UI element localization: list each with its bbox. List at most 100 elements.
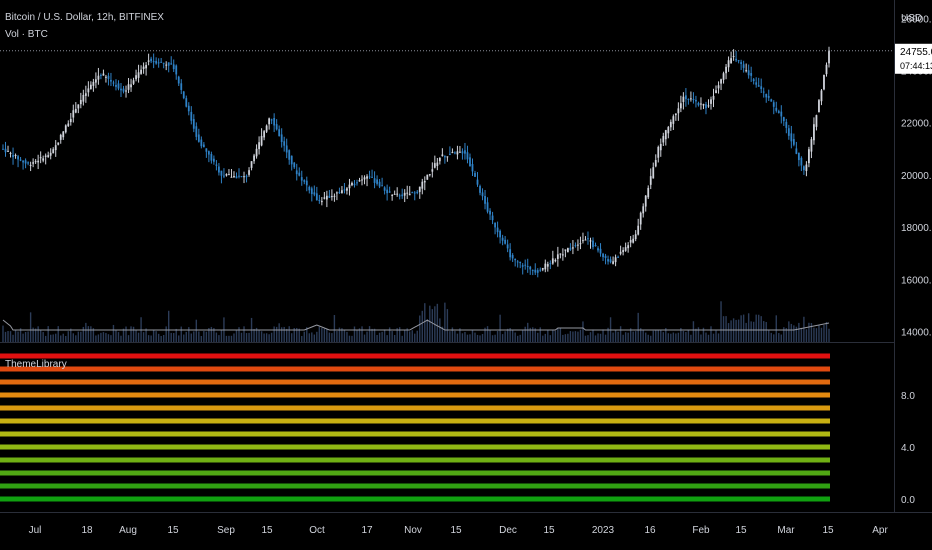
- volume-bar: [599, 333, 602, 342]
- candle-body: [712, 95, 715, 100]
- candle-body: [140, 69, 142, 74]
- volume-bar: [396, 328, 398, 342]
- candle-body: [785, 121, 788, 128]
- volume-bar: [391, 331, 393, 342]
- candle-body: [383, 187, 386, 191]
- candle-body: [697, 102, 700, 106]
- candle-body: [720, 79, 722, 84]
- candle-body: [74, 108, 77, 113]
- volume-bar: [722, 316, 725, 342]
- candle-body: [225, 174, 228, 176]
- bar-countdown: 07:44:13: [900, 61, 932, 71]
- volume-bar: [481, 333, 484, 342]
- volume-bar: [818, 325, 820, 342]
- indicator-tick-label: 4.0: [901, 443, 915, 454]
- candle-body: [765, 93, 768, 98]
- volume-bar: [301, 335, 303, 342]
- volume-bar: [780, 334, 782, 342]
- candle-body: [180, 83, 183, 90]
- candle-body: [802, 166, 805, 171]
- candle-body: [770, 99, 773, 102]
- volume-bar: [745, 322, 747, 342]
- volume-bar: [624, 332, 627, 342]
- volume-bar: [524, 326, 526, 342]
- candlestick-series[interactable]: [2, 46, 830, 278]
- volume-bar: [55, 333, 57, 342]
- volume-bar: [747, 313, 750, 342]
- candle-body: [313, 192, 316, 195]
- volume-bar: [228, 335, 230, 342]
- candle-body: [378, 181, 381, 187]
- volume-bar: [469, 334, 471, 342]
- volume-bar: [594, 335, 597, 342]
- volume-bar: [155, 331, 157, 342]
- candle-body: [534, 269, 537, 273]
- candle-body: [107, 75, 110, 79]
- volume-bar: [695, 328, 697, 342]
- candle-body: [97, 75, 100, 80]
- volume-bar: [260, 331, 263, 342]
- themelibrary-bands[interactable]: [0, 353, 830, 502]
- candle-body: [356, 182, 358, 184]
- candle-body: [396, 193, 399, 195]
- volume-bar: [725, 316, 727, 342]
- candle-body: [695, 99, 697, 102]
- volume-bar: [778, 333, 780, 342]
- volume-bar: [346, 331, 348, 342]
- volume-bar: [629, 328, 632, 342]
- candle-body: [757, 85, 760, 87]
- volume-bar: [602, 329, 604, 342]
- candle-body: [32, 162, 35, 164]
- candle-body: [200, 139, 203, 147]
- price-tick-label: 22000.0: [901, 119, 932, 130]
- candle-body: [130, 84, 132, 88]
- volume-bar: [57, 326, 59, 342]
- volume-bar: [336, 330, 338, 342]
- currency-label[interactable]: USD: [901, 13, 922, 24]
- candle-body: [288, 150, 291, 160]
- volume-bar: [763, 321, 765, 342]
- volume-bar: [14, 330, 17, 342]
- candle-body: [315, 193, 318, 201]
- volume-bar: [710, 326, 712, 342]
- candle-body: [323, 197, 326, 199]
- volume-bar: [735, 319, 737, 342]
- volume-bar: [449, 331, 451, 342]
- indicator-axis[interactable]: 0.0 4.0 8.0: [901, 391, 915, 506]
- candle-body: [160, 61, 163, 63]
- volume-bar: [331, 333, 333, 342]
- volume-bar: [183, 334, 185, 342]
- candle-body: [664, 130, 667, 140]
- candle-body: [795, 148, 798, 154]
- candle-body: [750, 73, 753, 76]
- candle-body: [622, 250, 625, 253]
- volume-bar: [205, 331, 208, 342]
- candle-body: [270, 119, 273, 121]
- volume-bar: [162, 335, 165, 342]
- candle-body: [223, 175, 225, 177]
- candle-body: [92, 81, 95, 86]
- candle-body: [792, 139, 795, 145]
- volume-bar: [486, 326, 489, 342]
- indicator-legend[interactable]: ThemeLibrary: [5, 359, 67, 370]
- volume-bar: [366, 331, 368, 342]
- candle-body: [110, 79, 112, 82]
- candle-body: [127, 84, 130, 90]
- candle-body: [310, 188, 313, 195]
- volume-bar: [173, 333, 175, 342]
- time-tick-label: 15: [822, 525, 834, 536]
- volume-bar: [557, 328, 559, 342]
- volume-bar: [665, 328, 667, 342]
- candle-body: [265, 125, 268, 132]
- volume-bar: [667, 333, 670, 342]
- volume-legend[interactable]: Vol · BTC: [5, 29, 48, 40]
- symbol-legend[interactable]: Bitcoin / U.S. Dollar, 12h, BITFINEX: [5, 12, 164, 23]
- time-axis[interactable]: Jul 18 Aug 15 Sep 15 Oct 17 Nov 15 Dec 15 2023 16 Feb 1…: [29, 525, 889, 536]
- candle-body: [17, 156, 19, 160]
- volume-bar: [537, 332, 539, 342]
- candle-body: [388, 191, 391, 193]
- volume-bar: [461, 333, 464, 342]
- candle-body: [157, 62, 160, 64]
- volume-bar: [230, 335, 233, 342]
